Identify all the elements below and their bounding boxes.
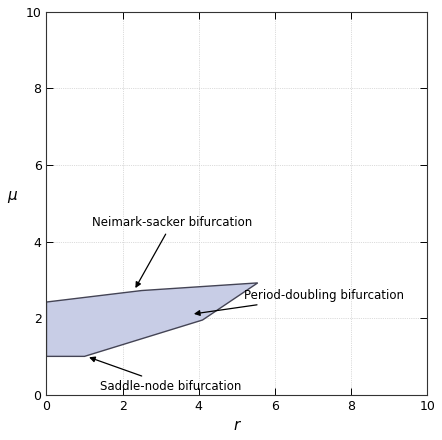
Y-axis label: μ: μ [7,188,17,203]
Text: Saddle-node bifurcation: Saddle-node bifurcation [90,357,241,393]
Polygon shape [46,283,258,356]
Text: Neimark-sacker bifurcation: Neimark-sacker bifurcation [92,216,252,287]
X-axis label: r: r [234,418,240,433]
Text: Period-doubling bifurcation: Period-doubling bifurcation [195,289,404,315]
